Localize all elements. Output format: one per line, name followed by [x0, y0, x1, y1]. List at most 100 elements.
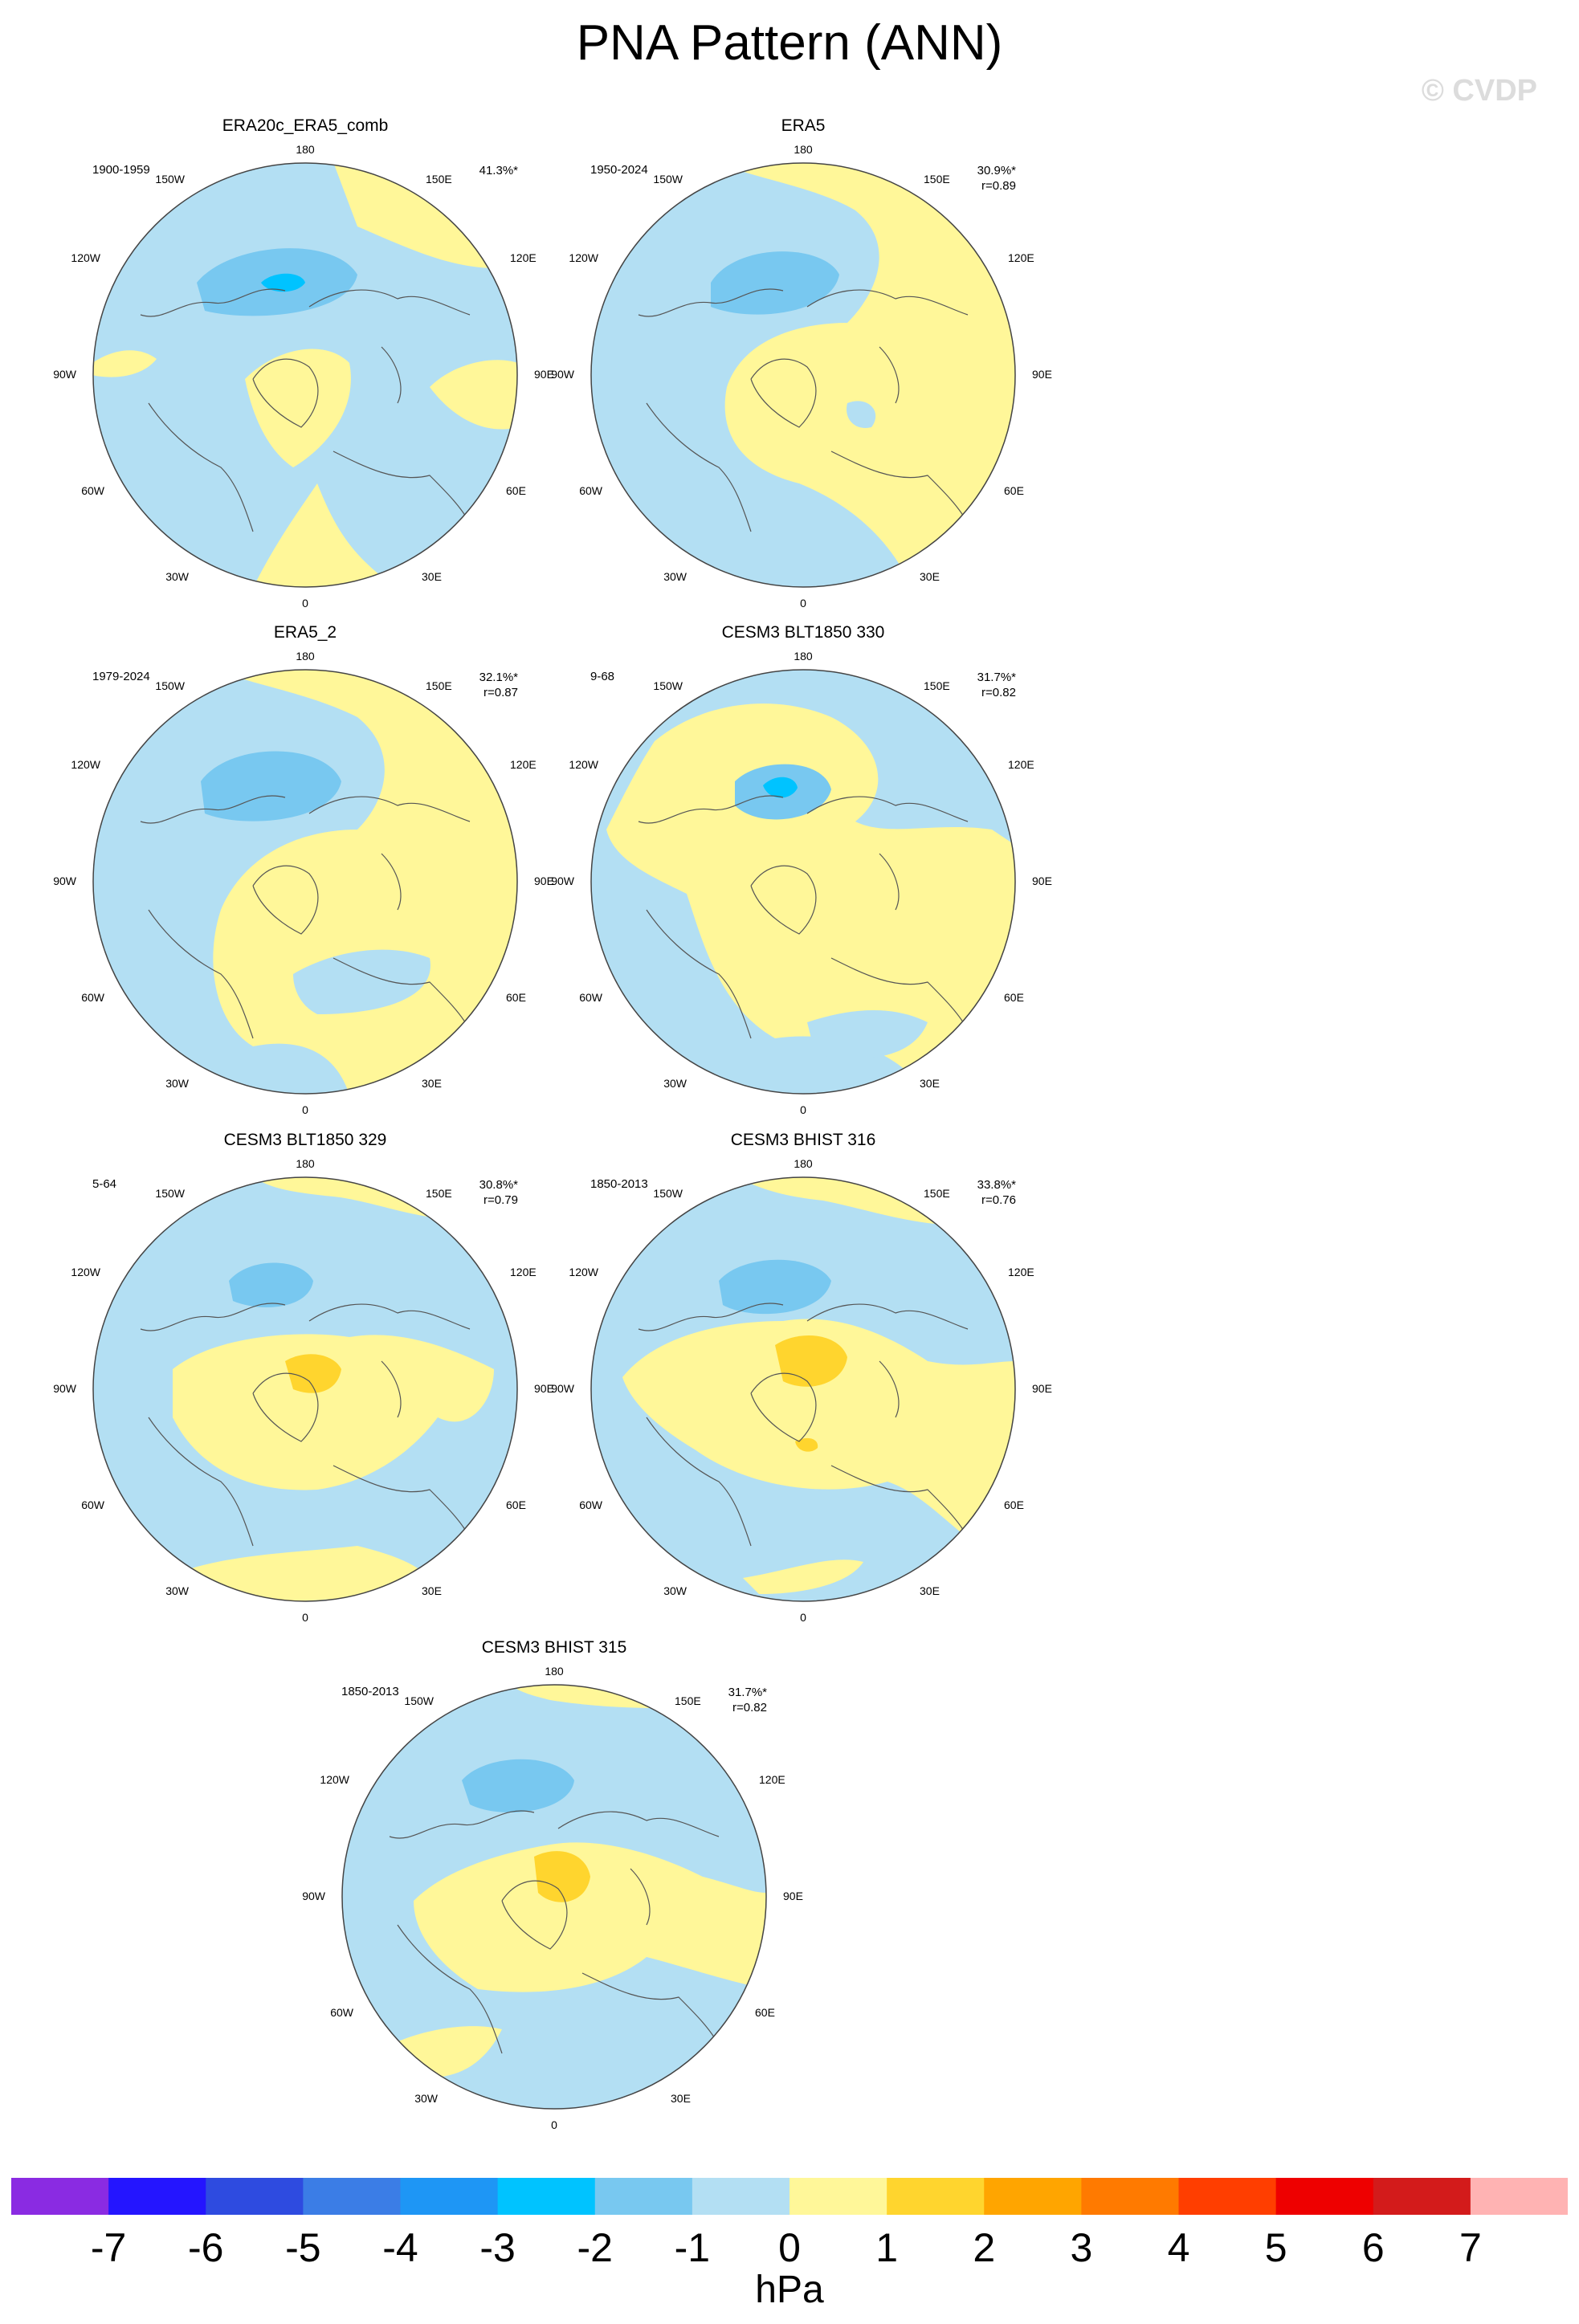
- explained-variance: 30.8%*: [479, 1178, 518, 1192]
- longitude-label: 60W: [81, 991, 104, 1004]
- anomaly-contour: [201, 751, 341, 822]
- coastline: [308, 1303, 471, 1330]
- colorbar-swatch: [1470, 2178, 1568, 2215]
- colorbar-tick-label: -3: [479, 2225, 516, 2270]
- panel-title: CESM3 BLT1850 329: [223, 1131, 387, 1149]
- map-panel: CESM3 BHIST 315 1850-2013 31.7%* r=0.82 180 1…: [193, 1638, 916, 2136]
- panel-period: 1850-2013: [341, 1685, 399, 1698]
- colorbar-tick-label: -4: [382, 2225, 418, 2270]
- longitude-label: 180: [296, 143, 315, 156]
- coastline: [646, 402, 752, 532]
- anomaly-contour: [807, 1010, 928, 1059]
- map-border: [92, 162, 518, 588]
- colorbar-swatch: [206, 2178, 304, 2215]
- polar-map: [590, 669, 1016, 1095]
- longitude-label: 30W: [165, 1584, 189, 1597]
- longitude-label: 60W: [579, 484, 602, 497]
- longitude-label: 60W: [579, 1498, 602, 1511]
- coastline: [148, 909, 254, 1039]
- colorbar-tick-label: 1: [875, 2225, 899, 2270]
- longitude-label: 60E: [1004, 1498, 1024, 1511]
- longitude-label: 90E: [1032, 875, 1052, 887]
- colorbar-tick-label: -5: [285, 2225, 321, 2270]
- longitude-label: 60W: [81, 484, 104, 497]
- longitude-label: 60E: [506, 991, 526, 1004]
- polar-map: [92, 162, 518, 588]
- map-border: [92, 1176, 518, 1602]
- polar-map: [341, 1684, 767, 2110]
- map-border: [92, 669, 518, 1095]
- longitude-label: 150W: [155, 1187, 185, 1200]
- colorbar-tick-label: -1: [674, 2225, 711, 2270]
- coastline: [638, 795, 784, 824]
- coastline: [581, 1972, 720, 2046]
- longitude-label: 0: [302, 1103, 308, 1116]
- longitude-label: 150W: [653, 679, 683, 692]
- panel-title: ERA5_2: [273, 623, 337, 642]
- longitude-label: 150E: [924, 679, 950, 692]
- anomaly-contour: [285, 1354, 341, 1393]
- coastline: [140, 1303, 286, 1331]
- panel-stats: 31.7%* r=0.82: [977, 670, 1016, 700]
- coastline: [381, 346, 402, 404]
- map-panel: CESM3 BLT1850 329 5-64 30.8%* r=0.79 180 150E…: [0, 1131, 667, 1629]
- longitude-label: 60W: [330, 2006, 353, 2019]
- pattern-correlation: r=0.87: [483, 686, 518, 699]
- colorbar-tick-label: 0: [778, 2225, 801, 2270]
- map-border: [590, 1176, 1016, 1602]
- panel-title: CESM3 BHIST 315: [481, 1638, 627, 1657]
- longitude-label: 30E: [671, 2092, 691, 2105]
- anomaly-contour: [213, 670, 517, 1094]
- colorbar-tick-label: 3: [1070, 2225, 1093, 2270]
- longitude-label: 0: [302, 1611, 308, 1624]
- panel-title: ERA20c_ERA5_comb: [222, 116, 389, 135]
- colorbar-tick-label: 4: [1167, 2225, 1190, 2270]
- longitude-label: 30W: [165, 570, 189, 583]
- coastline: [830, 451, 969, 524]
- longitude-label: 30E: [920, 570, 940, 583]
- longitude-label: 0: [551, 2118, 557, 2131]
- longitude-label: 60E: [1004, 484, 1024, 497]
- polar-map: [92, 1176, 518, 1602]
- longitude-label: 120W: [569, 758, 598, 771]
- explained-variance: 32.1%*: [479, 671, 518, 684]
- explained-variance: 41.3%*: [479, 164, 518, 177]
- panel-stats: 30.8%* r=0.79: [479, 1177, 518, 1208]
- panel-stats: 30.9%* r=0.89: [977, 163, 1016, 194]
- longitude-label: 180: [296, 1157, 315, 1170]
- longitude-label: 120E: [1008, 251, 1034, 264]
- colorbar-swatch: [108, 2178, 206, 2215]
- longitude-label: 30E: [920, 1584, 940, 1597]
- coastline: [557, 1811, 720, 1837]
- colorbar-tick-label: 2: [973, 2225, 996, 2270]
- polar-map: [590, 162, 1016, 588]
- panel-period: 5-64: [92, 1177, 117, 1191]
- colorbar-tick-label: -6: [188, 2225, 224, 2270]
- anomaly-contour: [606, 703, 1015, 1094]
- map-panel: CESM3 BHIST 316 1850-2013 33.8%* r=0.76 180 1…: [442, 1131, 1165, 1629]
- longitude-label: 30W: [663, 1584, 687, 1597]
- longitude-label: 180: [794, 650, 813, 663]
- map-panel: ERA5_2 1979-2024 32.1%* r=0.87 180 150E 120E 90…: [0, 623, 667, 1121]
- anomaly-contour: [622, 1319, 1015, 1562]
- colorbar-swatch: [1081, 2178, 1180, 2215]
- longitude-label: 150W: [653, 173, 683, 186]
- coastline: [389, 1810, 535, 1839]
- longitude-label: 120E: [510, 758, 537, 771]
- colorbar-swatch: [1373, 2178, 1471, 2215]
- panel-title: CESM3 BHIST 316: [730, 1131, 876, 1149]
- longitude-label: 150E: [675, 1694, 701, 1707]
- longitude-label: 120W: [569, 1266, 598, 1278]
- coastline: [140, 795, 286, 824]
- longitude-label: 120W: [320, 1773, 349, 1786]
- coastline: [333, 451, 471, 524]
- panel-stats: 41.3%*: [479, 163, 518, 178]
- coastline: [750, 358, 817, 428]
- colorbar-swatch: [790, 2178, 887, 2215]
- longitude-label: 90W: [53, 875, 76, 887]
- map-border: [590, 669, 1016, 1095]
- panel-stats: 32.1%* r=0.87: [479, 670, 518, 700]
- colorbar-tick-label: -2: [577, 2225, 613, 2270]
- pattern-correlation: r=0.79: [483, 1193, 518, 1207]
- anomaly-contour: [293, 949, 430, 1014]
